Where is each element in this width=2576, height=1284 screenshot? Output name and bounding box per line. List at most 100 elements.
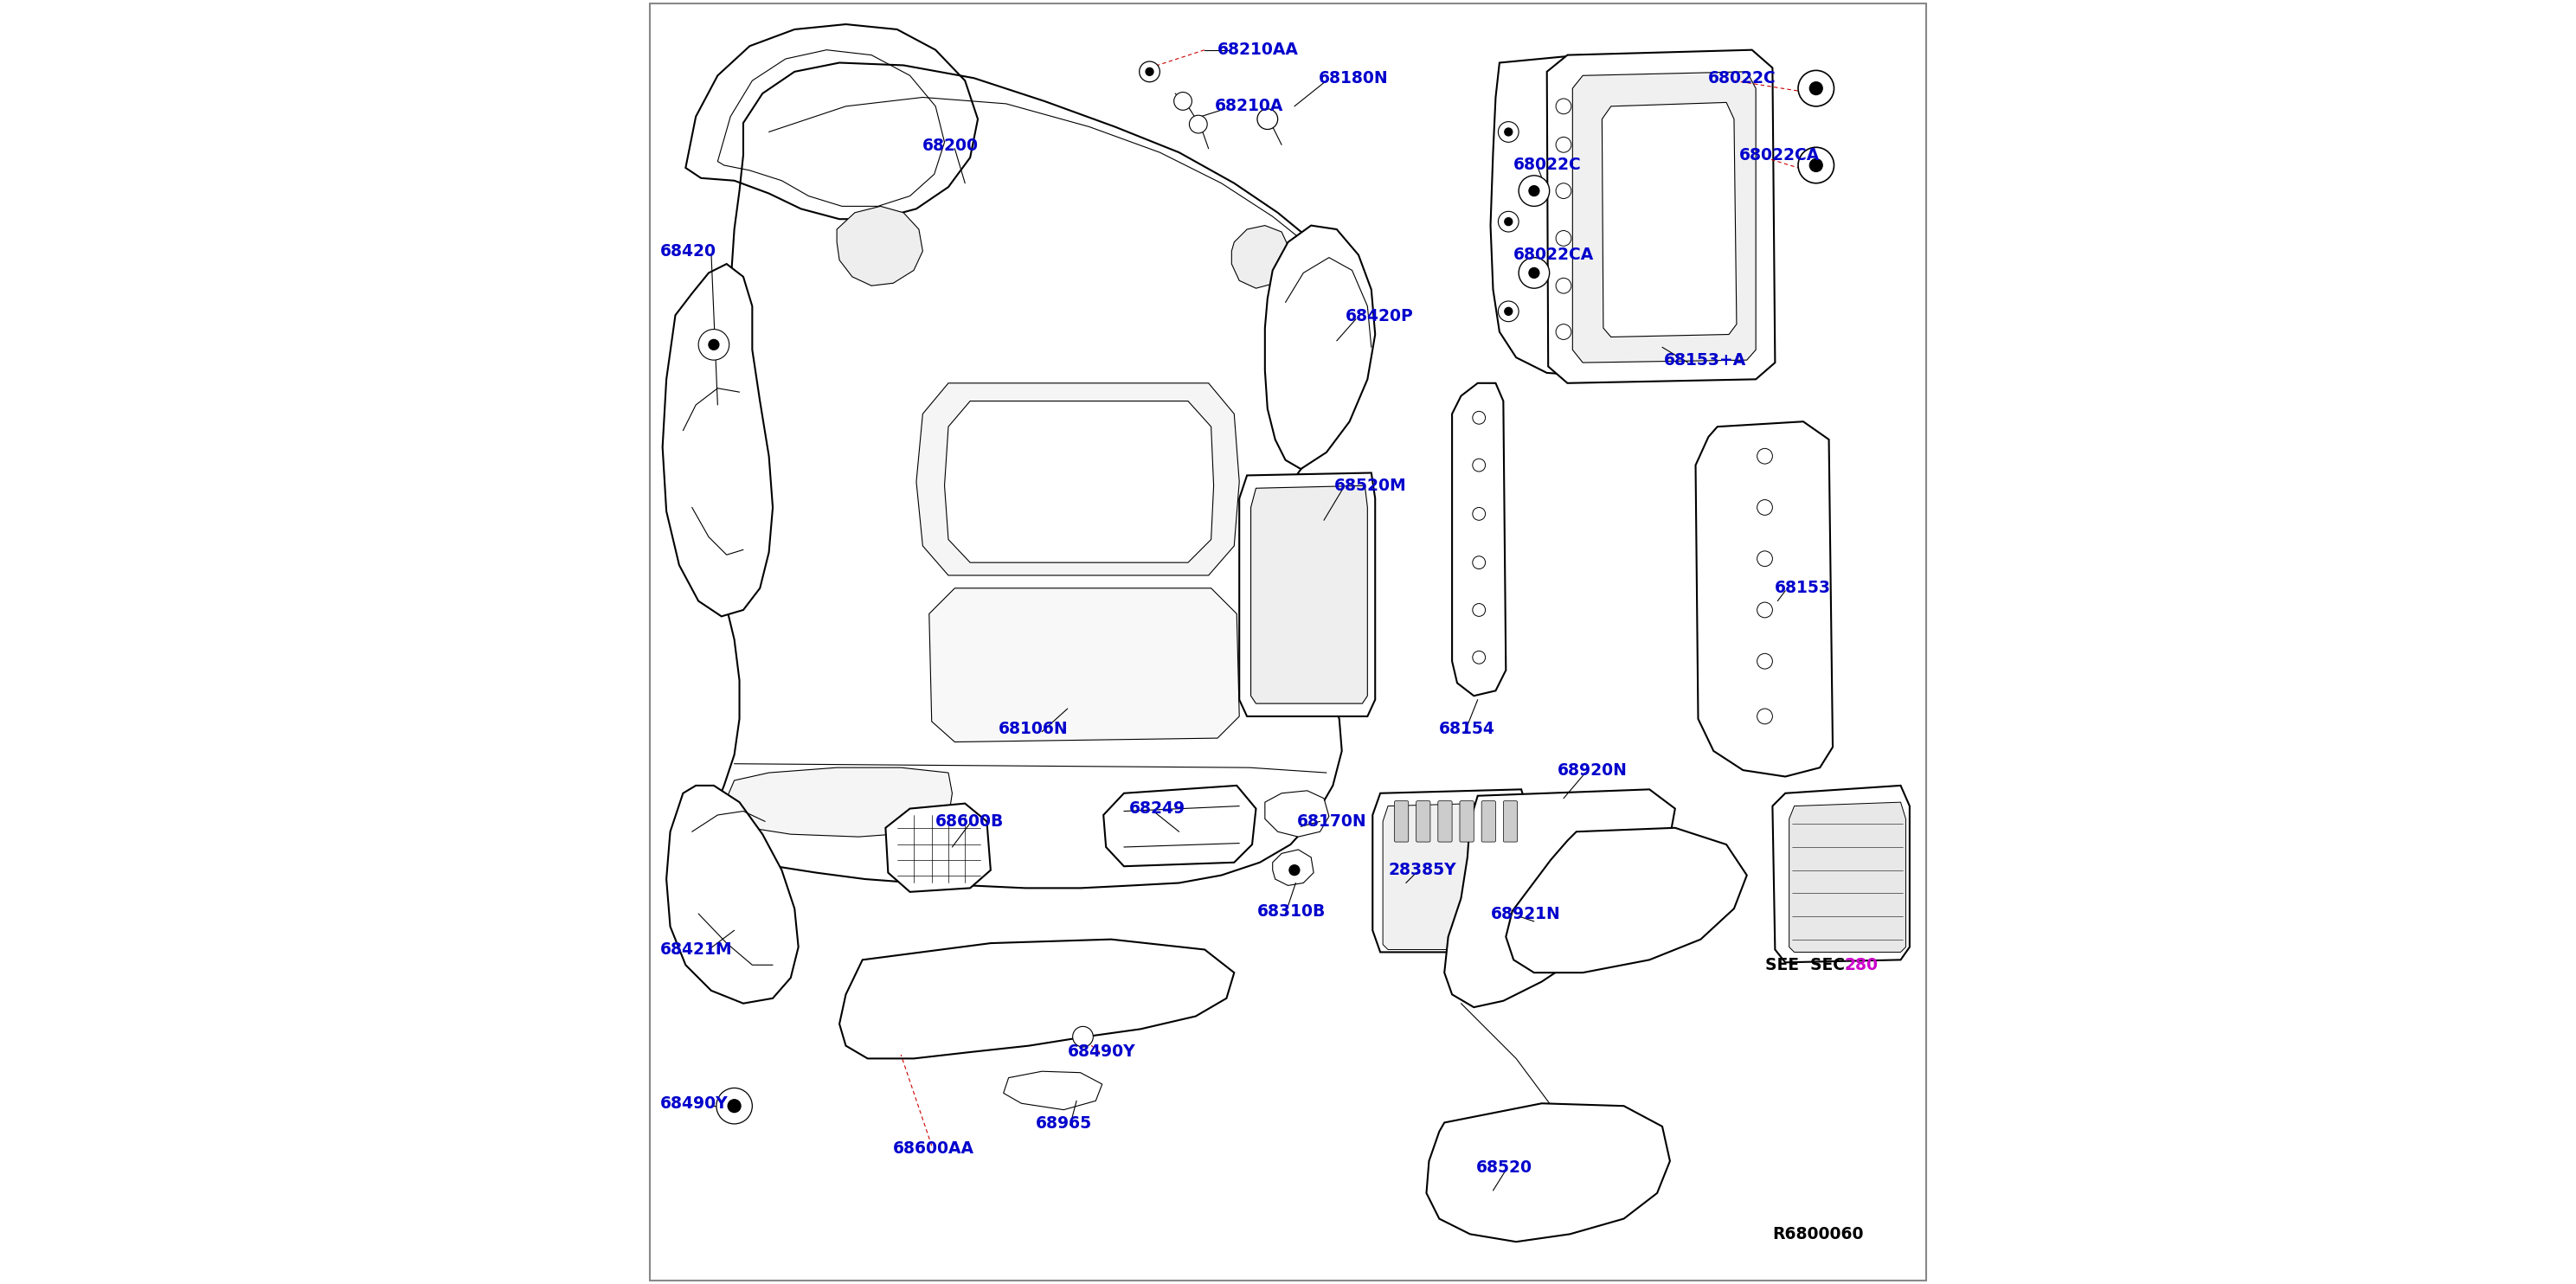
- Circle shape: [1190, 116, 1208, 134]
- FancyBboxPatch shape: [1394, 801, 1409, 842]
- PathPatch shape: [1445, 790, 1674, 1007]
- PathPatch shape: [1239, 473, 1376, 716]
- PathPatch shape: [1790, 802, 1906, 953]
- Circle shape: [1556, 279, 1571, 294]
- Text: 68170N: 68170N: [1296, 813, 1368, 829]
- Circle shape: [1530, 186, 1540, 196]
- Text: 68153+A: 68153+A: [1664, 352, 1747, 369]
- PathPatch shape: [930, 588, 1239, 742]
- FancyBboxPatch shape: [1461, 801, 1473, 842]
- Circle shape: [1499, 300, 1520, 321]
- Circle shape: [1520, 258, 1551, 289]
- Circle shape: [1473, 507, 1486, 520]
- Circle shape: [1520, 176, 1551, 207]
- Text: 68106N: 68106N: [999, 720, 1069, 737]
- Text: 68022C: 68022C: [1515, 157, 1582, 173]
- Circle shape: [1556, 99, 1571, 114]
- Text: 68249: 68249: [1128, 800, 1185, 817]
- Text: 68600B: 68600B: [935, 813, 1005, 829]
- PathPatch shape: [1772, 786, 1909, 963]
- Text: 68420: 68420: [659, 243, 716, 259]
- Circle shape: [1473, 556, 1486, 569]
- PathPatch shape: [685, 24, 979, 220]
- Circle shape: [1556, 324, 1571, 339]
- PathPatch shape: [1427, 1103, 1669, 1242]
- PathPatch shape: [1005, 1071, 1103, 1109]
- Text: 68520: 68520: [1476, 1159, 1533, 1176]
- Text: 68920N: 68920N: [1556, 761, 1628, 778]
- Text: SEE  SEC.: SEE SEC.: [1765, 957, 1850, 973]
- Text: 68420P: 68420P: [1345, 308, 1414, 325]
- Text: 68490Y: 68490Y: [1066, 1044, 1136, 1061]
- PathPatch shape: [945, 401, 1213, 562]
- PathPatch shape: [1507, 828, 1747, 973]
- PathPatch shape: [1453, 383, 1507, 696]
- Circle shape: [1146, 68, 1154, 76]
- PathPatch shape: [917, 383, 1239, 575]
- FancyBboxPatch shape: [1481, 801, 1497, 842]
- PathPatch shape: [837, 207, 922, 286]
- Circle shape: [1499, 122, 1520, 143]
- Text: 68310B: 68310B: [1257, 903, 1327, 919]
- PathPatch shape: [1273, 850, 1314, 886]
- Text: 68210AA: 68210AA: [1218, 41, 1298, 58]
- FancyBboxPatch shape: [1504, 801, 1517, 842]
- PathPatch shape: [1602, 103, 1736, 336]
- PathPatch shape: [1492, 55, 1636, 375]
- PathPatch shape: [1695, 421, 1832, 777]
- PathPatch shape: [1252, 485, 1368, 704]
- Circle shape: [1556, 231, 1571, 247]
- Text: 68153: 68153: [1775, 580, 1832, 596]
- Circle shape: [1757, 654, 1772, 669]
- Text: 68490Y: 68490Y: [659, 1095, 729, 1112]
- Circle shape: [1499, 212, 1520, 232]
- Circle shape: [1556, 184, 1571, 199]
- Circle shape: [1175, 92, 1193, 110]
- Circle shape: [1139, 62, 1159, 82]
- Text: 68022CA: 68022CA: [1739, 146, 1819, 163]
- Circle shape: [729, 1099, 742, 1112]
- Text: 68154: 68154: [1440, 720, 1497, 737]
- Circle shape: [1504, 218, 1512, 226]
- PathPatch shape: [1571, 72, 1757, 362]
- PathPatch shape: [662, 265, 773, 616]
- Circle shape: [1504, 128, 1512, 136]
- Text: 68921N: 68921N: [1492, 905, 1561, 922]
- Circle shape: [1811, 159, 1821, 172]
- Circle shape: [1473, 651, 1486, 664]
- Text: 68022CA: 68022CA: [1515, 247, 1595, 263]
- Text: 68965: 68965: [1036, 1116, 1092, 1132]
- PathPatch shape: [667, 786, 799, 1003]
- PathPatch shape: [1373, 790, 1530, 953]
- Circle shape: [708, 339, 719, 349]
- Circle shape: [1757, 499, 1772, 515]
- PathPatch shape: [726, 768, 953, 837]
- Circle shape: [1257, 109, 1278, 130]
- PathPatch shape: [1231, 226, 1291, 289]
- Text: 68600AA: 68600AA: [894, 1140, 974, 1157]
- Circle shape: [1798, 148, 1834, 184]
- Text: 28385Y: 28385Y: [1388, 862, 1455, 878]
- PathPatch shape: [1103, 786, 1257, 867]
- Circle shape: [1811, 82, 1821, 95]
- Text: 68520M: 68520M: [1334, 478, 1406, 494]
- Circle shape: [1798, 71, 1834, 107]
- Text: R6800060: R6800060: [1772, 1226, 1865, 1243]
- PathPatch shape: [1548, 50, 1775, 383]
- Text: 280: 280: [1844, 957, 1878, 973]
- Text: 68421M: 68421M: [659, 941, 732, 958]
- PathPatch shape: [1265, 791, 1329, 837]
- Circle shape: [1473, 458, 1486, 471]
- Circle shape: [1757, 709, 1772, 724]
- Circle shape: [1473, 603, 1486, 616]
- PathPatch shape: [840, 940, 1234, 1058]
- Circle shape: [1504, 307, 1512, 315]
- Circle shape: [1530, 268, 1540, 279]
- Circle shape: [1473, 411, 1486, 424]
- Circle shape: [1757, 602, 1772, 618]
- Circle shape: [1072, 1026, 1092, 1046]
- Circle shape: [1556, 137, 1571, 153]
- Circle shape: [1288, 865, 1298, 876]
- PathPatch shape: [1265, 226, 1376, 469]
- PathPatch shape: [886, 804, 992, 892]
